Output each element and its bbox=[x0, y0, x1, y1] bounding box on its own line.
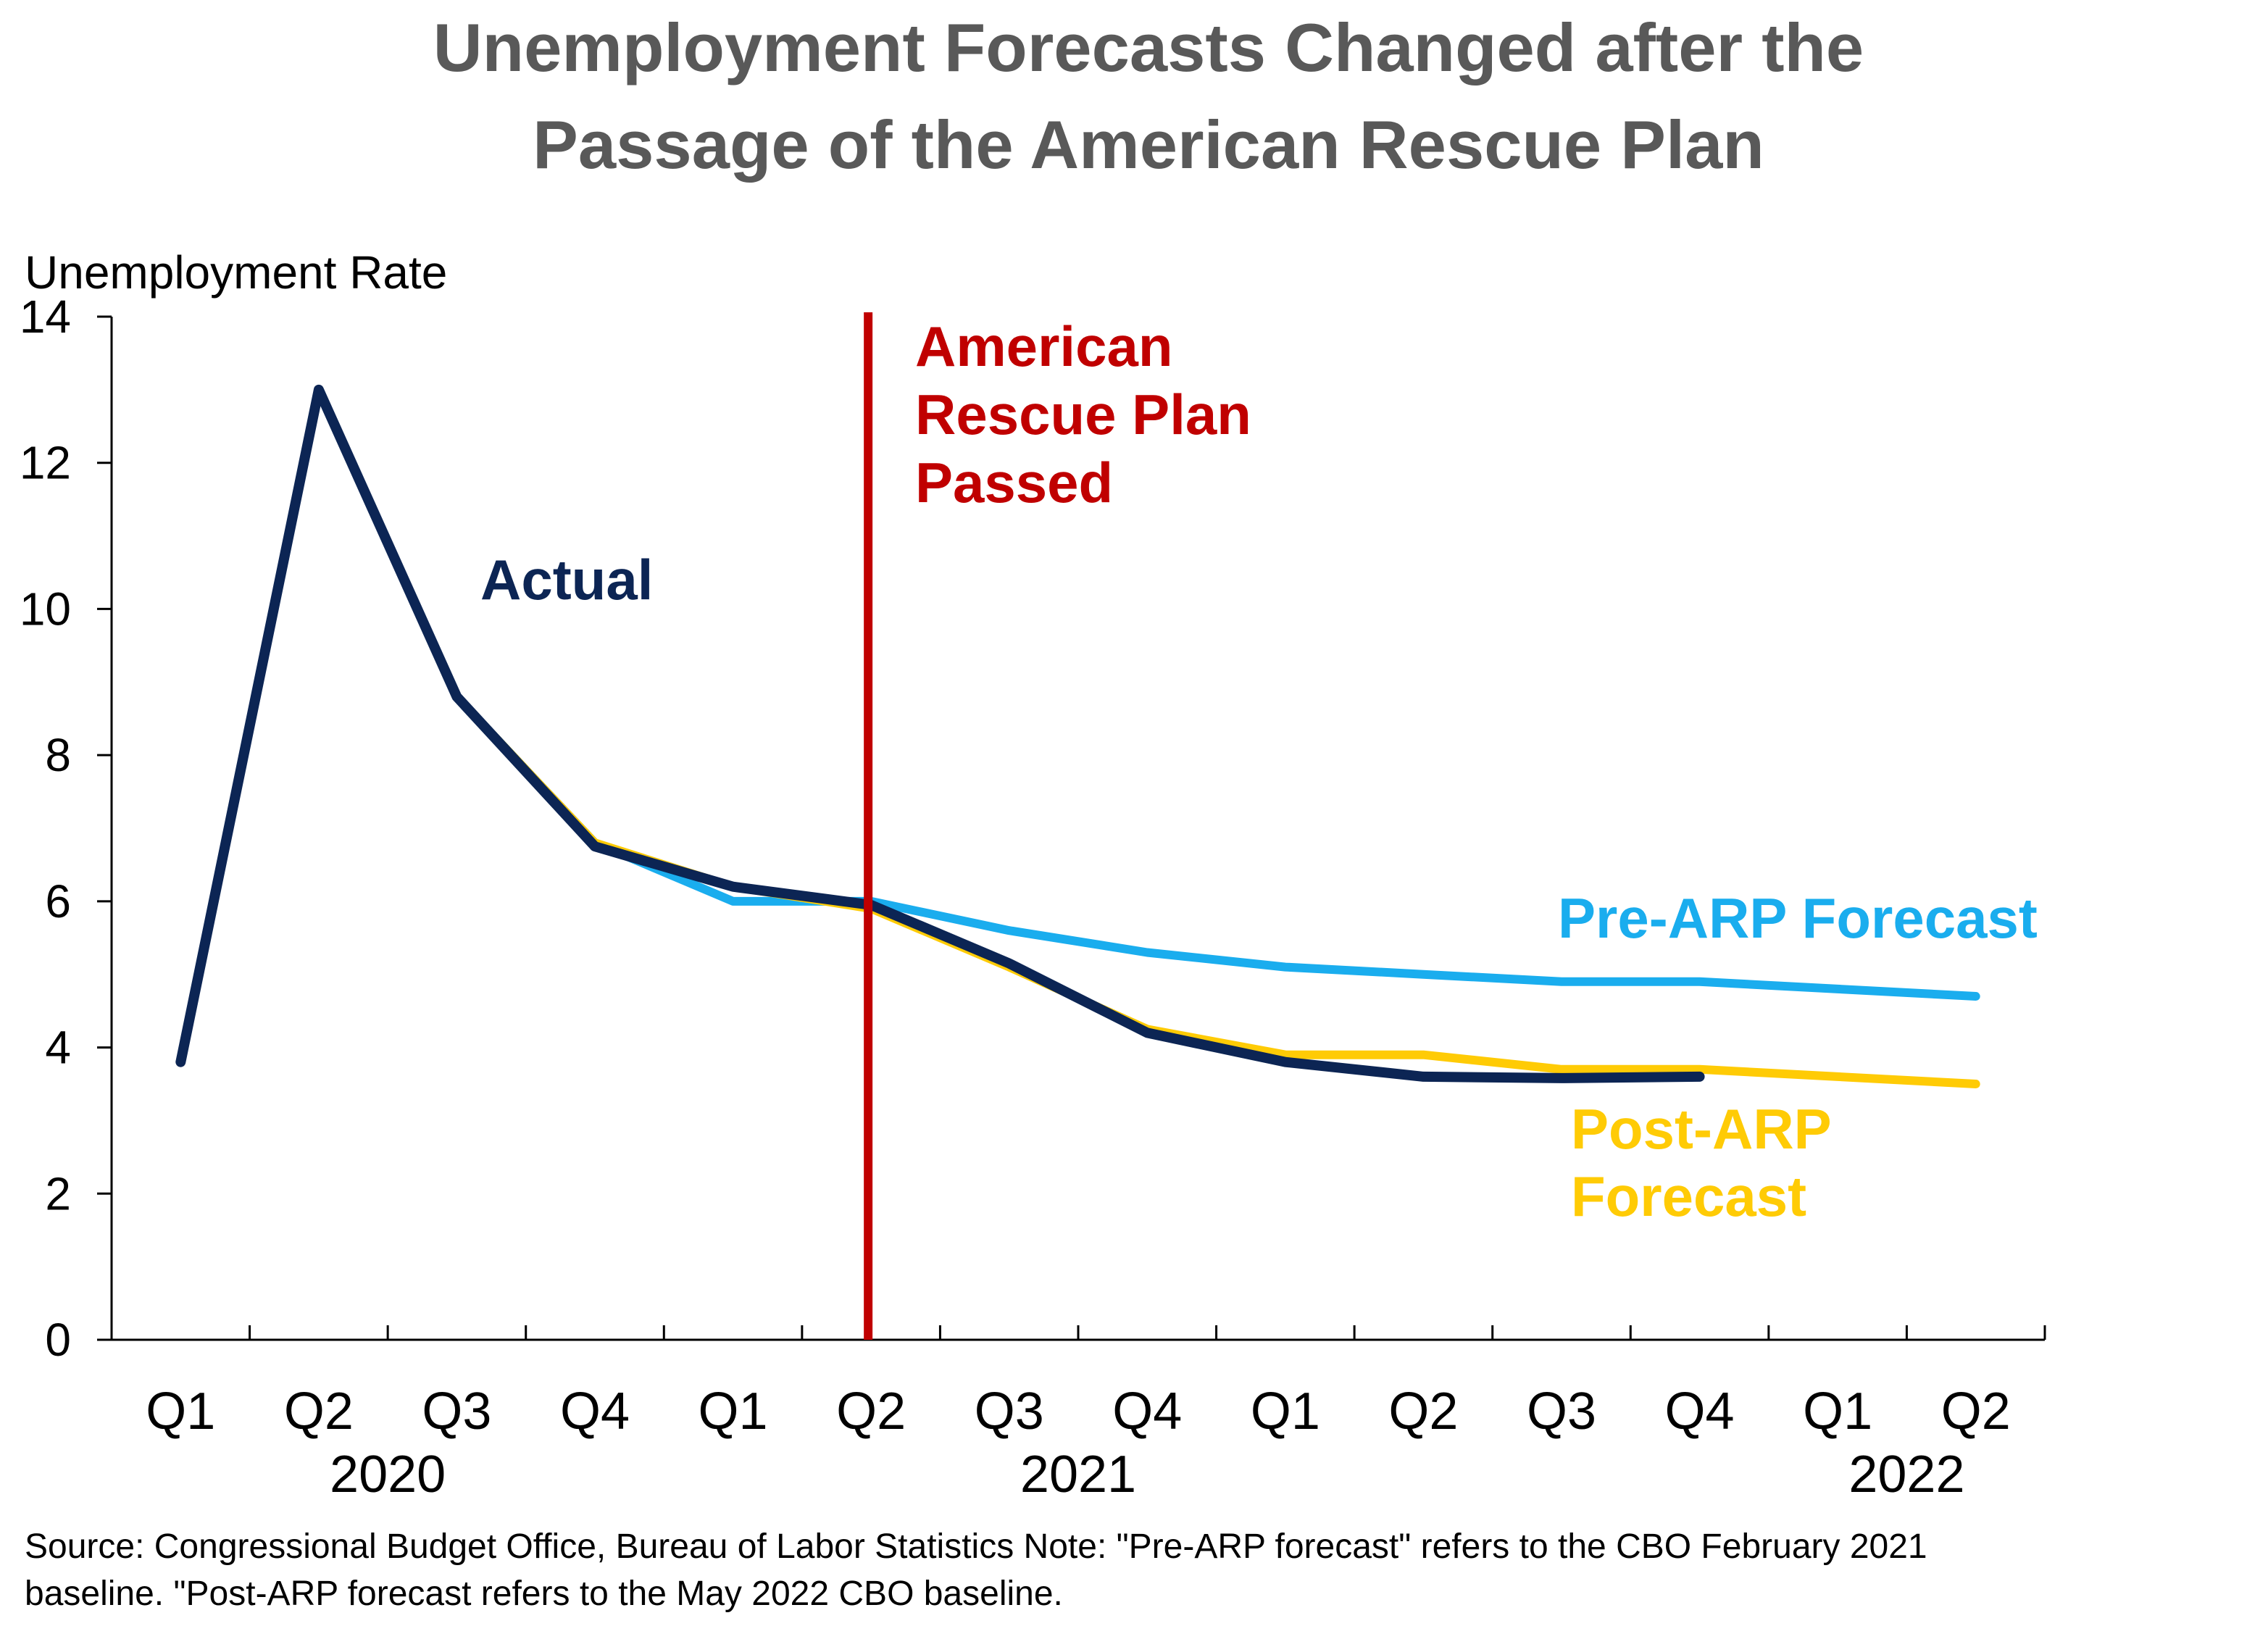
year-label-2020: 2020 bbox=[330, 1446, 446, 1504]
x-tick-label-q4: Q4 bbox=[1112, 1383, 1182, 1440]
series-label-post-arp-forecast-line2: Forecast bbox=[1571, 1164, 1806, 1228]
year-label-2021: 2021 bbox=[1020, 1446, 1136, 1504]
chart-title-line1: Unemployment Forecasts Changed after the bbox=[433, 9, 1864, 86]
x-tick-label-q2: Q2 bbox=[1941, 1383, 2011, 1440]
x-tick-label-q1: Q1 bbox=[146, 1383, 215, 1440]
arp-passed-annotation-line3: Passed bbox=[915, 451, 1113, 514]
y-tick-label: 6 bbox=[45, 875, 71, 927]
x-tick-label-q1: Q1 bbox=[1803, 1383, 1872, 1440]
arp-passed-annotation-line1: American bbox=[915, 314, 1173, 378]
x-tick-label-q2: Q2 bbox=[284, 1383, 354, 1440]
y-tick-label: 2 bbox=[45, 1167, 71, 1219]
series-label-pre-arp-forecast: Pre-ARP Forecast bbox=[1558, 886, 2038, 950]
y-tick-label: 8 bbox=[45, 729, 71, 781]
y-tick-label: 12 bbox=[20, 437, 71, 489]
y-tick-label: 10 bbox=[20, 583, 71, 635]
x-tick-label-q2: Q2 bbox=[1388, 1383, 1458, 1440]
series-label-actual: Actual bbox=[480, 548, 653, 612]
series-label-post-arp-forecast-line1: Post-ARP bbox=[1571, 1097, 1832, 1161]
x-tick-label-q3: Q3 bbox=[422, 1383, 491, 1440]
chart-title-line2: Passage of the American Rescue Plan bbox=[533, 107, 1764, 183]
source-note-line2: baseline. "Post-ARP forecast refers to t… bbox=[25, 1575, 1063, 1613]
x-tick-label-q4: Q4 bbox=[1665, 1383, 1735, 1440]
x-tick-label-q1: Q1 bbox=[1251, 1383, 1320, 1440]
x-tick-label-q1: Q1 bbox=[699, 1383, 768, 1440]
x-tick-label-q4: Q4 bbox=[560, 1383, 630, 1440]
arp-passed-annotation-line2: Rescue Plan bbox=[915, 383, 1251, 446]
year-label-2022: 2022 bbox=[1848, 1446, 1964, 1504]
y-tick-label: 14 bbox=[20, 291, 71, 343]
y-tick-label: 4 bbox=[45, 1022, 71, 1074]
y-tick-label: 0 bbox=[45, 1314, 71, 1366]
x-tick-label-q3: Q3 bbox=[975, 1383, 1044, 1440]
y-axis-label: Unemployment Rate bbox=[25, 246, 447, 299]
x-tick-label-q3: Q3 bbox=[1527, 1383, 1596, 1440]
x-tick-label-q2: Q2 bbox=[836, 1383, 906, 1440]
source-note-line1: Source: Congressional Budget Office, Bur… bbox=[25, 1527, 1927, 1566]
